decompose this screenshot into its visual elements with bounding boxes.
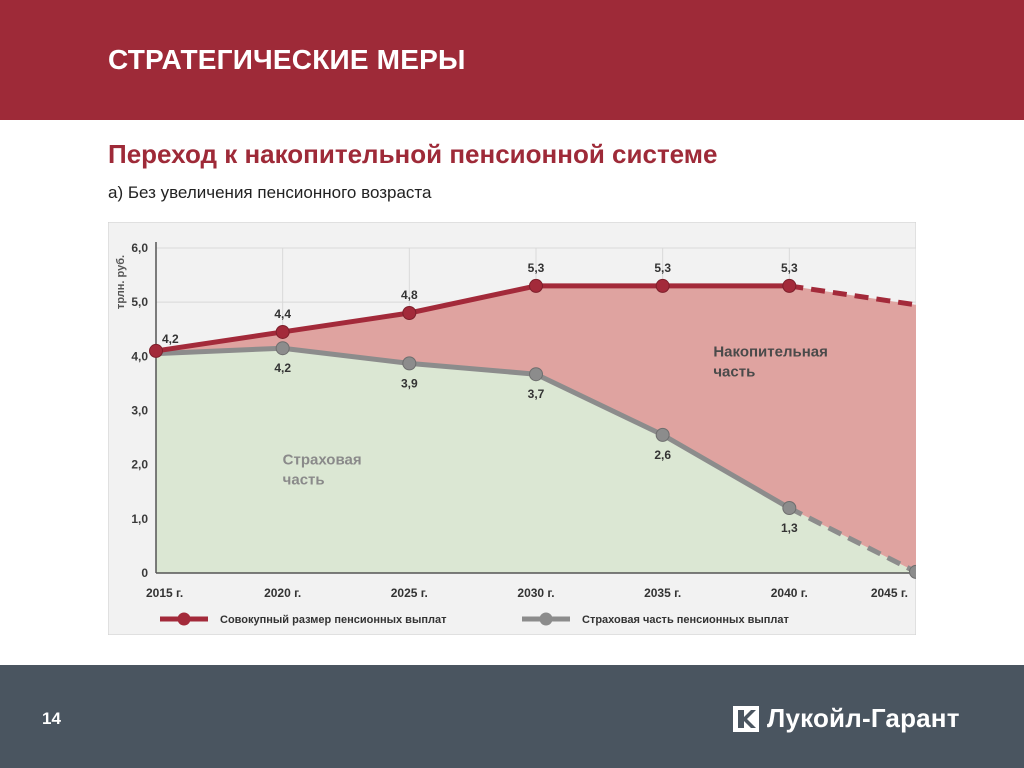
pension-chart-svg: 0 1,0 2,0 3,0 4,0 5,0 6,0 трлн. руб. 2015 г. 2020…: [108, 222, 916, 635]
insurance-series-point: [655, 427, 670, 442]
logo-text: Лукойл-Гарант: [767, 703, 960, 733]
y-tick-label: 1,0: [131, 512, 148, 526]
total-series-line: [153, 283, 792, 354]
total-series-point: [402, 306, 417, 320]
x-tick-label: 2030 г.: [517, 586, 554, 600]
y-tick-label: 5,0: [131, 295, 148, 309]
funded-part-label: часть: [713, 363, 755, 380]
x-tick-label: 2015 г.: [146, 586, 183, 600]
x-tick-label: 2025 г.: [391, 586, 428, 600]
total-series-value-label: 5,3: [528, 261, 545, 275]
y-tick-label: 2,0: [131, 458, 148, 472]
insurance-series-point: [529, 367, 543, 382]
insurance-series-point: [275, 341, 290, 356]
funded-part-label: Накопительная: [713, 343, 828, 360]
insurance-series-point: [909, 564, 916, 579]
insurance-series-point: [402, 356, 417, 371]
insurance-series-value-label: 4,2: [274, 361, 291, 375]
insurance-part-label: часть: [283, 472, 325, 489]
pension-chart: 0 1,0 2,0 3,0 4,0 5,0 6,0 трлн. руб. 2015 г. 2020…: [108, 222, 916, 635]
x-tick-label: 2045 г.: [871, 586, 908, 600]
legend-insurance-swatch-marker: [539, 612, 553, 626]
insurance-part-area: [156, 348, 916, 573]
total-series-point: [149, 343, 163, 358]
funded-part-area: [156, 285, 916, 572]
total-series-point: [655, 278, 670, 293]
total-series-value-label: 5,3: [654, 261, 671, 275]
y-tick-label: 4,0: [131, 349, 148, 363]
x-tick-label: 2035 г.: [644, 586, 681, 600]
legend-total-swatch-marker: [177, 612, 191, 626]
x-tick-label: 2040 г.: [771, 586, 808, 600]
slide-header: СТРАТЕГИЧЕСКИЕ МЕРЫ: [0, 0, 1024, 120]
total-series-value-label: 4,8: [401, 288, 418, 302]
header-title: СТРАТЕГИЧЕСКИЕ МЕРЫ: [108, 44, 466, 75]
insurance-series-line: [153, 345, 792, 511]
insurance-series-value-label: 3,7: [528, 387, 545, 401]
total-series-value-label: 4,4: [274, 307, 291, 321]
insurance-series-value-label: 1,3: [781, 521, 798, 535]
insurance-series-value-label: 2,6: [654, 448, 671, 462]
x-tick-label: 2020 г.: [264, 586, 301, 600]
y-axis-label: трлн. руб.: [115, 255, 127, 309]
y-tick-label: 6,0: [131, 241, 148, 255]
total-series-point: [275, 324, 290, 339]
slide-footer: 14 Лукойл-Гарант: [0, 665, 1024, 768]
insurance-series-point: [782, 501, 797, 515]
total-series-point: [782, 278, 797, 293]
company-logo: Лукойл-Гарант: [733, 703, 960, 734]
logo-mark-icon: [733, 705, 759, 732]
legend-insurance-label: Страховая часть пенсионных выплат: [582, 614, 790, 626]
y-tick-label: 3,0: [131, 404, 148, 418]
legend-total-label: Совокупный размер пенсионных выплат: [220, 614, 447, 626]
total-series-point: [529, 278, 543, 293]
page-number: 14: [42, 709, 61, 728]
insurance-part-label: Страховая: [283, 452, 362, 469]
slide-title: Переход к накопительной пенсионной систе…: [108, 139, 718, 169]
insurance-series-line-projection: [788, 505, 916, 575]
total-series-value-label: 4,2: [162, 332, 179, 346]
insurance-series-value-label: 3,9: [401, 376, 418, 390]
slide-subtitle: а) Без увеличения пенсионного возраста: [108, 183, 432, 202]
y-tick-label: 0: [141, 566, 148, 580]
total-series-value-label: 5,3: [781, 261, 798, 275]
